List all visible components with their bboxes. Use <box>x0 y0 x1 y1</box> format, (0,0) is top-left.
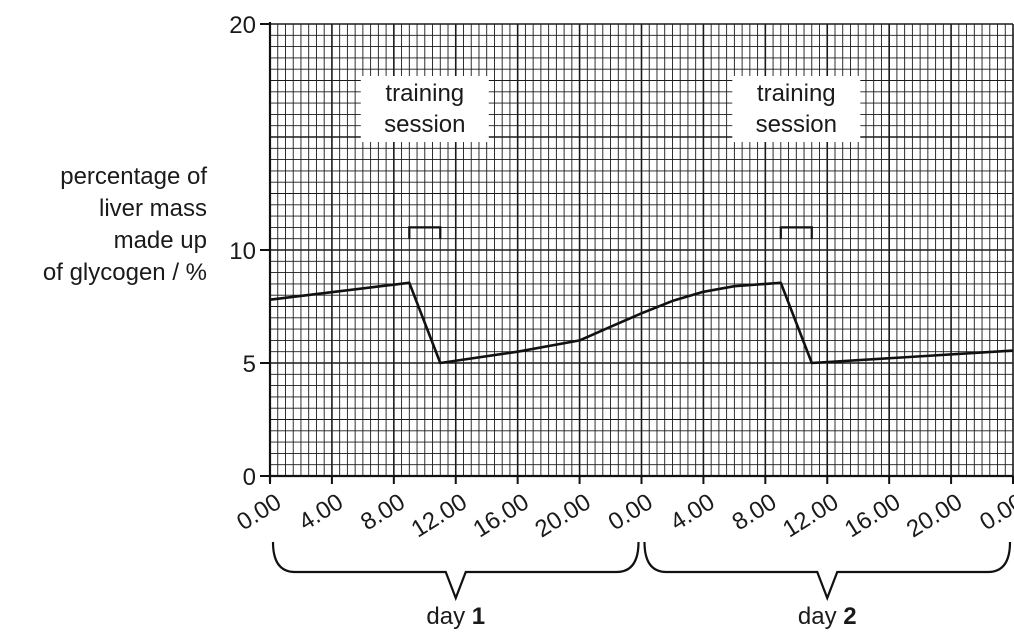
x-tick-label: 0.00 <box>604 488 658 536</box>
glycogen-series <box>269 281 1014 365</box>
y-tick-labels: 0 5 10 20 <box>229 12 270 491</box>
y-tick-label: 10 <box>229 238 256 265</box>
training-session-label: training <box>385 80 464 107</box>
day-label: day 1 <box>426 603 485 630</box>
y-axis-label: percentage of liver mass made up of glycoge… <box>43 163 207 286</box>
day-label: day 2 <box>798 603 857 630</box>
training-session-annotations: training session training session <box>360 76 861 239</box>
x-tick-label: 12.00 <box>407 488 472 543</box>
x-tick-label: 20.00 <box>902 488 967 543</box>
y-tick-label: 5 <box>243 351 256 378</box>
training-session-label: training <box>757 80 836 107</box>
day-bracket <box>271 541 640 602</box>
x-tick-label: 8.00 <box>727 488 781 536</box>
day-bracket <box>643 541 1012 602</box>
x-tick-label: 0.00 <box>975 488 1014 536</box>
x-tick-label: 8.00 <box>356 488 410 536</box>
y-axis-label-line: percentage of <box>60 163 207 190</box>
annotation-background <box>732 76 861 142</box>
x-tick-label: 16.00 <box>469 488 534 543</box>
x-tick-label: 4.00 <box>666 488 720 536</box>
y-tick-label: 20 <box>229 12 256 39</box>
y-axis-label-line: made up <box>114 227 207 254</box>
y-tick-label: 0 <box>243 464 256 491</box>
y-axis-label-line: liver mass <box>99 195 207 222</box>
x-tick-label: 20.00 <box>530 488 595 543</box>
y-axis-label-line: of glycogen / % <box>43 259 207 286</box>
day-brackets: day 1 day 2 <box>271 541 1012 630</box>
x-tick-label: 12.00 <box>778 488 843 543</box>
x-tick-label: 16.00 <box>840 488 905 543</box>
glycogen-line <box>269 281 1014 365</box>
x-tick-label: 0.00 <box>232 488 286 536</box>
training-session-bracket <box>779 226 813 239</box>
training-session-bracket <box>408 226 442 239</box>
training-session-label: session <box>384 111 465 138</box>
training-session-label: session <box>756 111 837 138</box>
x-tick-label: 4.00 <box>294 488 348 536</box>
annotation-background <box>360 76 489 142</box>
